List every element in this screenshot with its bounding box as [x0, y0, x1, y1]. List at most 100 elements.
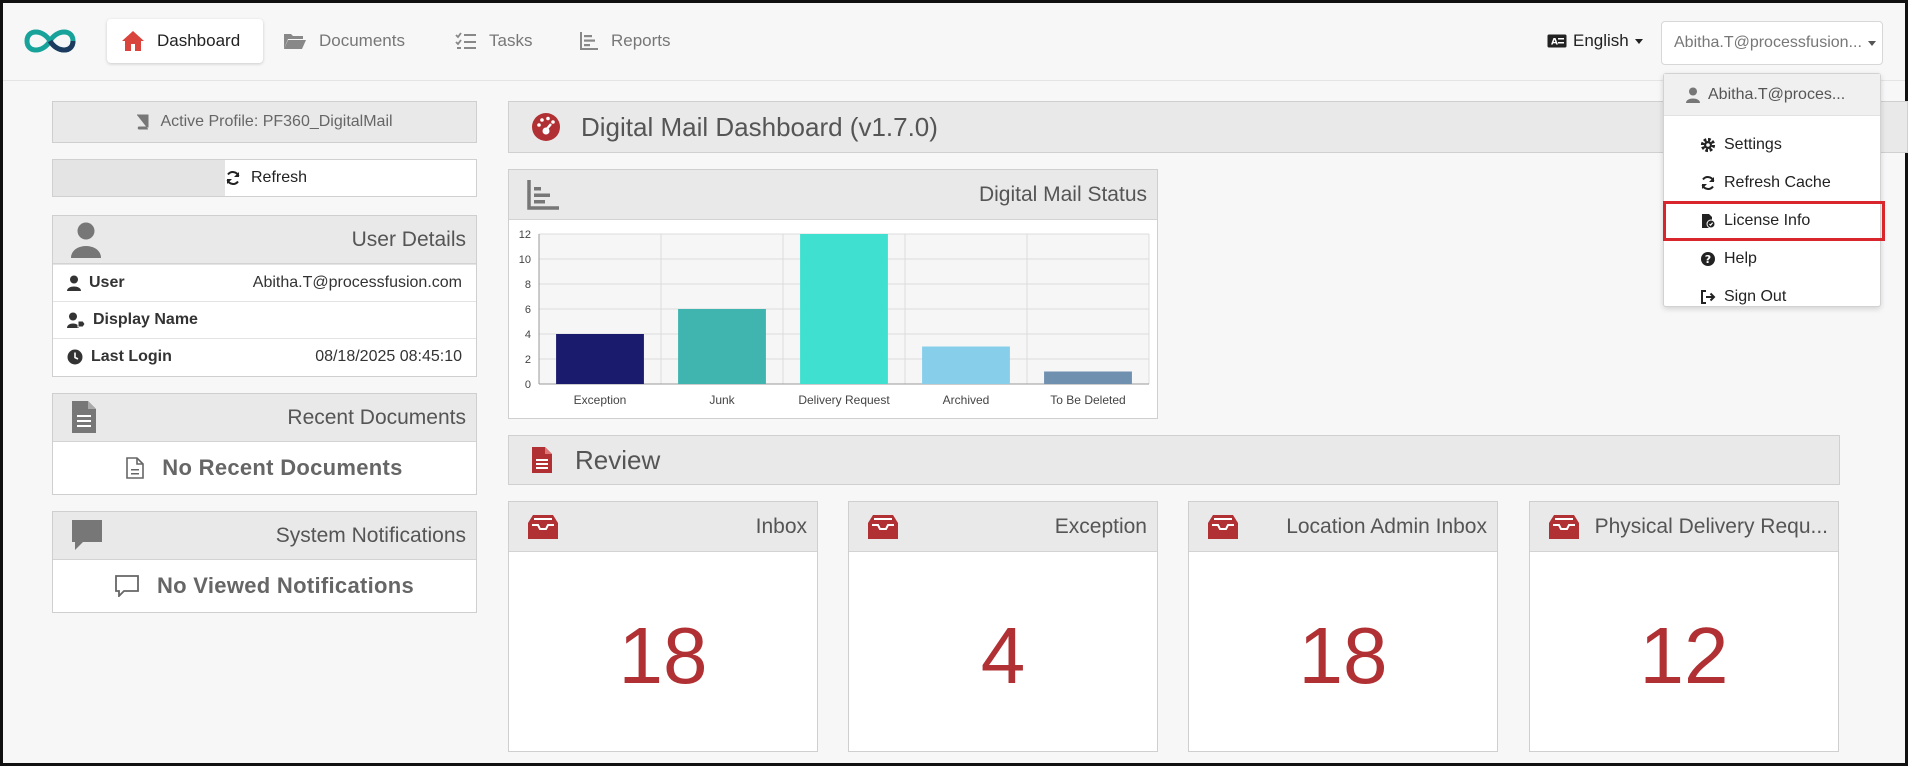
y-tick-label: 4: [525, 329, 531, 341]
license-icon: [1702, 214, 1716, 229]
x-tick-label: Exception: [574, 393, 627, 407]
tab-label: Documents: [319, 31, 405, 50]
x-tick-label: Delivery Request: [798, 393, 890, 407]
dropdown-header-label: Abitha.T@proces...: [1708, 85, 1846, 103]
comment-icon: [72, 520, 102, 550]
detail-row-user: User Abitha.T@processfusion.com: [53, 264, 476, 301]
bar-chart-icon: [527, 180, 559, 210]
user-menu-button[interactable]: Abitha.T@processfusion...: [1661, 21, 1883, 65]
detail-label: User: [89, 274, 125, 291]
inbox-icon: [868, 515, 898, 539]
language-icon: A: [1547, 34, 1567, 48]
tab-reports[interactable]: Reports: [565, 19, 685, 63]
user-details-title: User Details: [351, 227, 466, 251]
detail-label: Last Login: [91, 348, 172, 365]
menu-item-sign-out[interactable]: Sign Out: [1664, 278, 1880, 316]
user-menu-label: Abitha.T@processfusion...: [1674, 34, 1862, 51]
svg-text:?: ?: [1705, 253, 1711, 266]
detail-value: Abitha.T@processfusion.com: [252, 274, 462, 291]
tab-tasks[interactable]: Tasks: [441, 19, 546, 63]
user-details-panel: User Details User Abitha.T@processfusion…: [52, 215, 477, 377]
digital-mail-status-chart: 0 2 4 6 8 10 12 Exception Junk Delivery Request Ar…: [519, 229, 1150, 407]
user-tag-icon: [67, 312, 85, 328]
caret-down-icon: [1634, 38, 1643, 44]
inbox-icon: [1208, 515, 1238, 539]
svg-text:A: A: [1551, 38, 1558, 48]
menu-item-label: Help: [1724, 250, 1757, 267]
menu-item-help[interactable]: ? Help: [1664, 240, 1880, 278]
tab-dashboard[interactable]: Dashboard: [107, 19, 263, 63]
tab-documents[interactable]: Documents: [269, 19, 419, 63]
tab-label: Tasks: [489, 31, 533, 50]
notifications-empty: No Viewed Notifications: [53, 560, 476, 612]
inbox-icon: [528, 515, 558, 539]
card-title: Inbox: [755, 514, 807, 538]
refresh-label: Refresh: [251, 169, 308, 186]
bar: [922, 346, 1010, 384]
file-alt-icon: [532, 447, 552, 473]
tasks-icon: [455, 32, 476, 49]
y-tick-label: 6: [525, 304, 531, 316]
active-profile-box: Active Profile: PF360_DigitalMail: [52, 101, 477, 143]
card-count: 18: [618, 611, 708, 700]
system-notifications-header: System Notifications: [53, 512, 476, 560]
gear-icon: [1700, 137, 1716, 153]
recent-documents-header: Recent Documents: [53, 394, 476, 442]
card-title: Exception: [1054, 514, 1147, 538]
y-tick-label: 0: [525, 379, 531, 391]
menu-item-label: License Info: [1724, 212, 1811, 229]
comment-outline-icon: [115, 575, 139, 597]
y-tick-label: 12: [519, 229, 531, 241]
menu-item-label: Refresh Cache: [1724, 174, 1831, 191]
x-tick-label: To Be Deleted: [1050, 393, 1125, 407]
clock-icon: [67, 349, 83, 365]
review-card-location-admin-inbox[interactable]: Location Admin Inbox 18: [1188, 501, 1498, 752]
detail-value: 08/18/2025 08:45:10: [315, 348, 462, 365]
user-icon: [71, 222, 101, 258]
refresh-button[interactable]: Refresh: [52, 159, 477, 197]
top-navbar: Dashboard Documents Tasks Reports A Engl…: [3, 3, 1905, 81]
empty-message: No Viewed Notifications: [156, 573, 415, 598]
review-card-physical-delivery-request[interactable]: Physical Delivery Requ... 12: [1529, 501, 1839, 752]
digital-mail-status-panel: Digital Mail Status 0 2 4 6 8 10 12 Exception Ju…: [508, 169, 1158, 419]
user-icon: [67, 275, 81, 291]
user-icon: [1686, 87, 1700, 103]
dropdown-header: Abitha.T@proces...: [1664, 74, 1880, 116]
folder-open-icon: [284, 34, 306, 49]
bar: [556, 334, 644, 384]
tab-label: Reports: [611, 31, 671, 50]
card-header: Inbox: [509, 502, 817, 552]
card-title: Physical Delivery Requ...: [1594, 514, 1828, 538]
empty-message: No Recent Documents: [162, 455, 403, 480]
menu-item-license-info[interactable]: License Info: [1663, 201, 1885, 241]
y-tick-label: 8: [525, 279, 531, 291]
review-title: Review: [575, 444, 661, 475]
y-tick-label: 2: [525, 354, 531, 366]
book-icon: [137, 114, 149, 130]
x-tick-label: Archived: [943, 393, 990, 407]
y-tick-label: 10: [519, 254, 531, 266]
card-title: Location Admin Inbox: [1286, 514, 1487, 538]
bar: [800, 234, 888, 384]
document-outline-icon: [126, 457, 145, 479]
active-profile-label: Active Profile: PF360_DigitalMail: [160, 113, 393, 130]
app-logo-icon[interactable]: [23, 23, 77, 59]
system-notifications-title: System Notifications: [275, 523, 466, 547]
menu-item-settings[interactable]: Settings: [1664, 126, 1880, 164]
menu-item-refresh-cache[interactable]: Refresh Cache: [1664, 164, 1880, 202]
system-notifications-panel: System Notifications No Viewed Notificat…: [52, 511, 477, 613]
card-count: 12: [1639, 611, 1729, 700]
bar: [678, 309, 766, 384]
card-count: 18: [1298, 611, 1388, 700]
review-card-inbox[interactable]: Inbox 18: [508, 501, 818, 752]
user-details-header: User Details: [53, 216, 476, 264]
sync-icon: [1701, 176, 1715, 190]
detail-row-last-login: Last Login 08/18/2025 08:45:10: [53, 338, 476, 375]
user-dropdown-menu: Abitha.T@proces... Settings Refresh Cach…: [1663, 73, 1885, 307]
card-count: 4: [980, 611, 1026, 700]
card-header: Physical Delivery Requ...: [1530, 502, 1838, 552]
recent-documents-panel: Recent Documents No Recent Documents: [52, 393, 477, 495]
review-card-exception[interactable]: Exception 4: [848, 501, 1158, 752]
caret-down-icon: [1867, 40, 1876, 46]
language-selector[interactable]: A English: [1547, 31, 1643, 51]
